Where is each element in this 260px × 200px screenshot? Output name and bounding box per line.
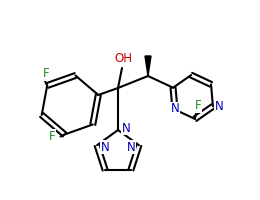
Text: F: F	[194, 99, 201, 112]
Text: N: N	[127, 141, 135, 154]
Text: OH: OH	[114, 52, 132, 66]
Text: N: N	[171, 102, 179, 115]
Text: N: N	[101, 141, 109, 154]
Polygon shape	[145, 56, 151, 76]
Text: N: N	[122, 121, 130, 134]
Text: F: F	[43, 67, 49, 80]
Text: N: N	[214, 100, 223, 113]
Text: F: F	[49, 130, 56, 143]
